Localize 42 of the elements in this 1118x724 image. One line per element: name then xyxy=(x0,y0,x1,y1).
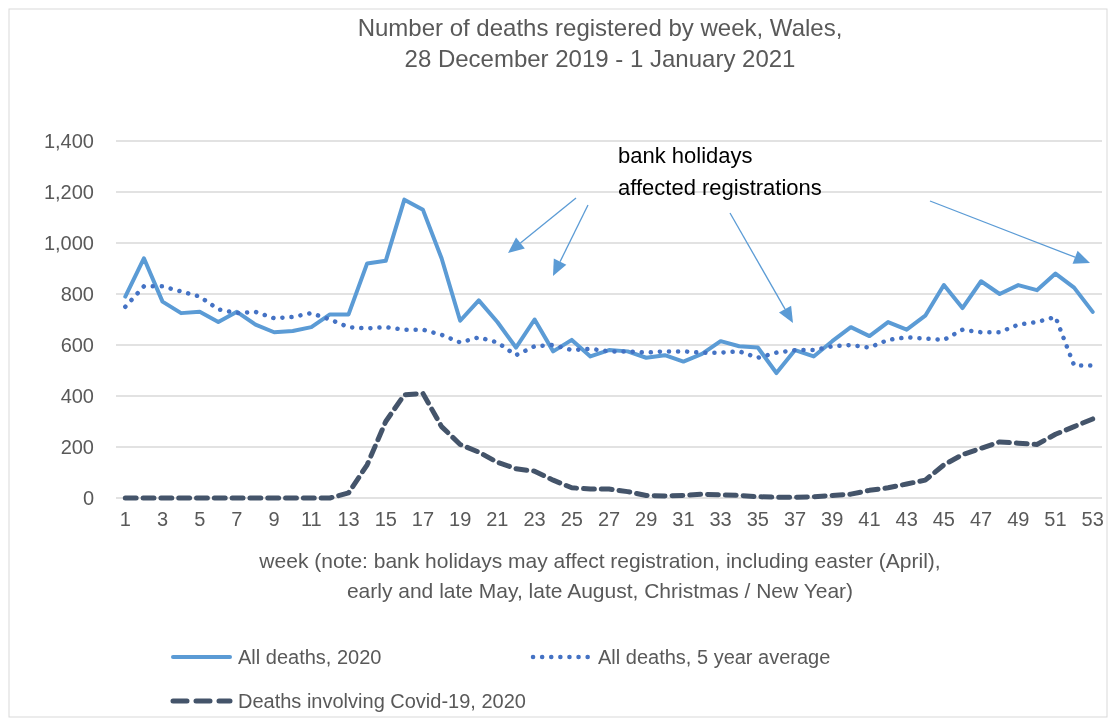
chart-title: Number of deaths registered by week, Wales, 28 December 2019 - 1 January 2021 xyxy=(357,14,843,72)
x-tick-label: 3 xyxy=(156,508,169,530)
x-tick-label: 31 xyxy=(672,508,695,530)
legend-label: All deaths, 2020 xyxy=(238,646,382,668)
x-tick-label: 41 xyxy=(858,508,881,530)
x-tick-label: 9 xyxy=(268,508,280,530)
x-tick-label: 25 xyxy=(560,508,583,530)
x-tick-label: 51 xyxy=(1044,508,1067,530)
y-tick-label: 400 xyxy=(60,385,94,407)
legend-label: All deaths, 5 year average xyxy=(598,646,831,668)
x-tick-label: 23 xyxy=(523,508,546,530)
x-tick-label: 39 xyxy=(821,508,844,530)
annotation: bank holidays affected registrations xyxy=(618,143,822,200)
x-tick-label: 11 xyxy=(300,508,322,530)
legend-label: Deaths involving Covid-19, 2020 xyxy=(238,690,526,712)
x-tick-label: 35 xyxy=(746,508,769,530)
line-series xyxy=(123,284,1095,368)
x-tick-label: 21 xyxy=(486,508,509,530)
y-tick-label: 600 xyxy=(60,334,94,356)
x-axis-title: week (note: bank holidays may affect registration, including easter (April), early and late May, late August, Christmas / New Year) xyxy=(258,549,941,602)
x-tick-label: 37 xyxy=(783,508,807,530)
y-tick-label: 0 xyxy=(82,487,94,509)
y-tick-label: 1,000 xyxy=(43,232,94,254)
x-tick-label: 45 xyxy=(932,508,955,530)
x-tick-label: 13 xyxy=(337,508,360,530)
x-tick-label: 7 xyxy=(231,508,243,530)
y-tick-label: 200 xyxy=(60,436,94,458)
x-tick-label: 5 xyxy=(194,508,206,530)
x-tick-label: 15 xyxy=(374,508,397,530)
x-tick-label: 53 xyxy=(1081,508,1104,530)
x-tick-label: 19 xyxy=(449,508,472,530)
y-tick-label: 1,400 xyxy=(43,130,94,152)
x-tick-label: 29 xyxy=(635,508,658,530)
x-tick-label: 1 xyxy=(119,508,131,530)
x-tick-label: 49 xyxy=(1007,508,1030,530)
y-tick-label: 1,200 xyxy=(43,181,94,203)
x-tick-label: 47 xyxy=(969,508,993,530)
y-tick-label: 800 xyxy=(60,283,94,305)
x-tick-label: 43 xyxy=(895,508,918,530)
x-tick-label: 17 xyxy=(411,508,435,530)
x-tick-label: 33 xyxy=(709,508,732,530)
x-tick-label: 27 xyxy=(597,508,621,530)
